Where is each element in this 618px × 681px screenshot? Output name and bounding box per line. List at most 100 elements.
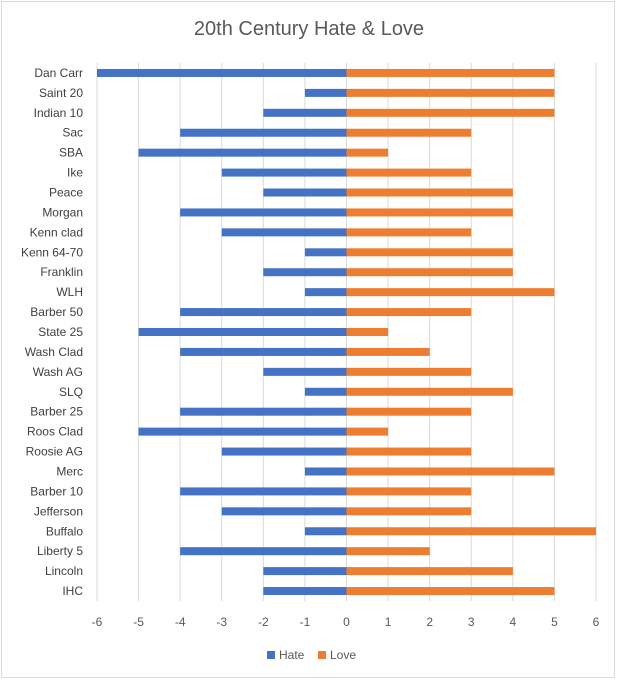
category-label: Buffalo bbox=[46, 524, 83, 538]
bar-hate bbox=[263, 108, 347, 117]
category-label: Kenn clad bbox=[30, 225, 83, 239]
x-tick-label: 4 bbox=[509, 615, 516, 629]
bar-love bbox=[346, 268, 513, 277]
bar-love bbox=[346, 88, 555, 97]
bar-love bbox=[346, 367, 472, 376]
x-tick-label: -5 bbox=[133, 615, 144, 629]
bar-hate bbox=[263, 188, 347, 197]
bar-hate bbox=[304, 527, 347, 536]
bar-hate bbox=[304, 467, 347, 476]
category-label: Saint 20 bbox=[39, 86, 83, 100]
x-tick-label: 1 bbox=[385, 615, 392, 629]
category-label: Barber 25 bbox=[30, 405, 83, 419]
x-axis-ticks: -6 -5 -4 -3 -2 -1 0 1 2 3 4 5 6 bbox=[92, 615, 600, 629]
category-label: Ike bbox=[67, 166, 83, 180]
bar-hate bbox=[180, 128, 347, 137]
x-tick-label: 3 bbox=[468, 615, 475, 629]
category-label: Sac bbox=[62, 126, 83, 140]
category-label: IHC bbox=[62, 584, 83, 598]
bar-love bbox=[346, 527, 596, 536]
category-label: Indian 10 bbox=[34, 106, 84, 120]
bar-hate bbox=[304, 88, 347, 97]
category-label: Roos Clad bbox=[27, 425, 83, 439]
bar-love bbox=[346, 547, 430, 556]
bar-love bbox=[346, 228, 472, 237]
category-label: Peace bbox=[49, 186, 83, 200]
bar-love bbox=[346, 188, 513, 197]
bar-love bbox=[346, 248, 513, 257]
chart-title: 20th Century Hate & Love bbox=[194, 18, 424, 40]
bar-love bbox=[346, 148, 389, 157]
bar-hate bbox=[138, 148, 347, 157]
bar-hate bbox=[180, 208, 347, 217]
bar-love bbox=[346, 387, 513, 396]
legend-label-love: Love bbox=[330, 648, 356, 662]
category-label: Barber 50 bbox=[30, 305, 83, 319]
x-tick-label: -6 bbox=[92, 615, 103, 629]
bar-love bbox=[346, 407, 472, 416]
category-label: Dan Carr bbox=[34, 66, 83, 80]
bar-love bbox=[346, 328, 389, 336]
bar-hate bbox=[304, 288, 347, 297]
x-tick-label: -2 bbox=[258, 615, 269, 629]
category-label: Franklin bbox=[40, 265, 83, 279]
category-label: SBA bbox=[59, 146, 83, 160]
bar-hate bbox=[221, 507, 347, 516]
bar-hate bbox=[263, 268, 347, 277]
bar-love bbox=[346, 507, 472, 516]
bar-hate bbox=[180, 547, 347, 556]
category-label: Barber 10 bbox=[30, 484, 83, 498]
category-label: Kenn 64-70 bbox=[21, 245, 83, 259]
category-label: Lincoln bbox=[45, 564, 83, 578]
bar-love bbox=[346, 108, 555, 117]
bar-love bbox=[346, 168, 472, 177]
bar-hate bbox=[97, 68, 347, 77]
category-label: SLQ bbox=[59, 385, 83, 399]
category-labels: Dan Carr Saint 20 Indian 10 Sac SBA Ike Peace M… bbox=[21, 66, 83, 598]
x-tick-label: 2 bbox=[426, 615, 433, 629]
bar-love bbox=[346, 208, 513, 217]
bar-love bbox=[346, 128, 472, 137]
legend: Hate Love bbox=[267, 648, 356, 662]
category-label: Jefferson bbox=[34, 504, 83, 518]
category-label: Merc bbox=[56, 464, 83, 478]
bar-love bbox=[346, 467, 555, 476]
bar-hate bbox=[304, 248, 347, 257]
bar-hate bbox=[180, 308, 347, 317]
category-label: WLH bbox=[56, 285, 83, 299]
category-label: State 25 bbox=[38, 325, 83, 339]
bar-love bbox=[346, 427, 389, 436]
legend-label-hate: Hate bbox=[279, 648, 305, 662]
bar-love bbox=[346, 347, 430, 356]
x-tick-label: -4 bbox=[175, 615, 186, 629]
bar-hate bbox=[180, 347, 347, 356]
x-tick-label: -3 bbox=[216, 615, 227, 629]
bar-hate bbox=[263, 367, 347, 376]
bar-hate bbox=[304, 387, 347, 396]
bar-hate bbox=[263, 567, 347, 576]
bar-hate bbox=[221, 228, 347, 237]
x-tick-label: -1 bbox=[300, 615, 311, 629]
category-label: Wash AG bbox=[33, 365, 83, 379]
x-tick-label: 5 bbox=[551, 615, 558, 629]
category-label: Wash Clad bbox=[25, 345, 83, 359]
x-tick-label: 0 bbox=[343, 615, 350, 629]
bar-hate bbox=[221, 447, 347, 456]
bar-love bbox=[346, 487, 472, 496]
category-label: Morgan bbox=[42, 205, 83, 219]
bars bbox=[97, 68, 596, 596]
bar-love bbox=[346, 447, 472, 456]
bar-love bbox=[346, 68, 555, 77]
category-label: Liberty 5 bbox=[37, 544, 83, 558]
category-label: Roosie AG bbox=[26, 445, 83, 459]
legend-swatch-hate bbox=[267, 651, 275, 659]
bar-hate bbox=[180, 487, 347, 496]
bar-love bbox=[346, 567, 513, 576]
bar-hate bbox=[263, 587, 347, 596]
bar-love bbox=[346, 308, 472, 317]
bar-hate bbox=[138, 427, 347, 436]
bar-hate bbox=[138, 328, 347, 336]
bar-love bbox=[346, 288, 555, 297]
x-tick-label: 6 bbox=[593, 615, 600, 629]
